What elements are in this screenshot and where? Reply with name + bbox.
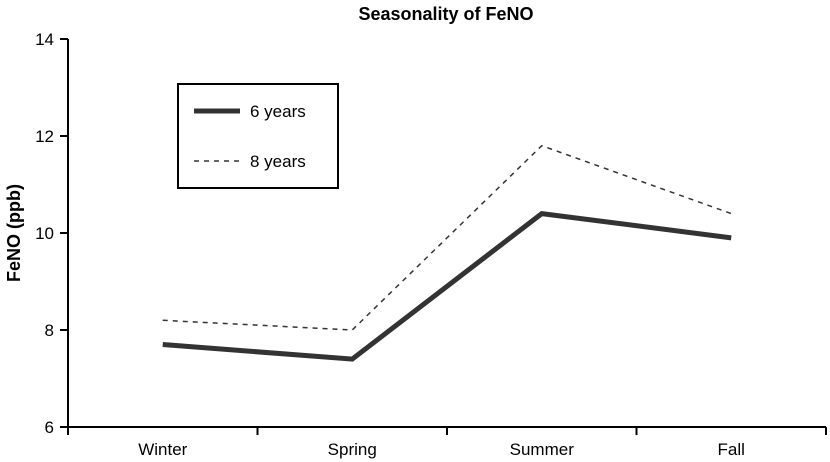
series-line-6-years	[162, 210, 732, 362]
y-tick-label: 14	[35, 30, 54, 49]
y-ticks: 6 8 10 12 14	[35, 30, 68, 437]
legend-box	[177, 83, 339, 189]
series-layer	[162, 144, 732, 362]
y-tick-label: 12	[35, 127, 54, 146]
x-tick-label: Spring	[328, 440, 377, 459]
legend-label-6-years: 6 years	[250, 102, 306, 121]
y-tick-label: 6	[45, 418, 54, 437]
x-tick-label: Fall	[718, 440, 745, 459]
y-tick-label: 10	[35, 224, 54, 243]
x-tick-label: Winter	[138, 440, 187, 459]
series-line-8-years	[162, 144, 732, 331]
legend-label-8-years: 8 years	[250, 152, 306, 171]
x-ticks: Winter Spring Summer Fall	[67, 427, 827, 459]
legend: 6 years 8 years	[177, 83, 339, 189]
y-axis-label: FeNO (ppb)	[4, 184, 24, 282]
x-tick-label: Summer	[510, 440, 575, 459]
y-tick-label: 8	[45, 321, 54, 340]
chart-title: Seasonality of FeNO	[358, 4, 533, 24]
